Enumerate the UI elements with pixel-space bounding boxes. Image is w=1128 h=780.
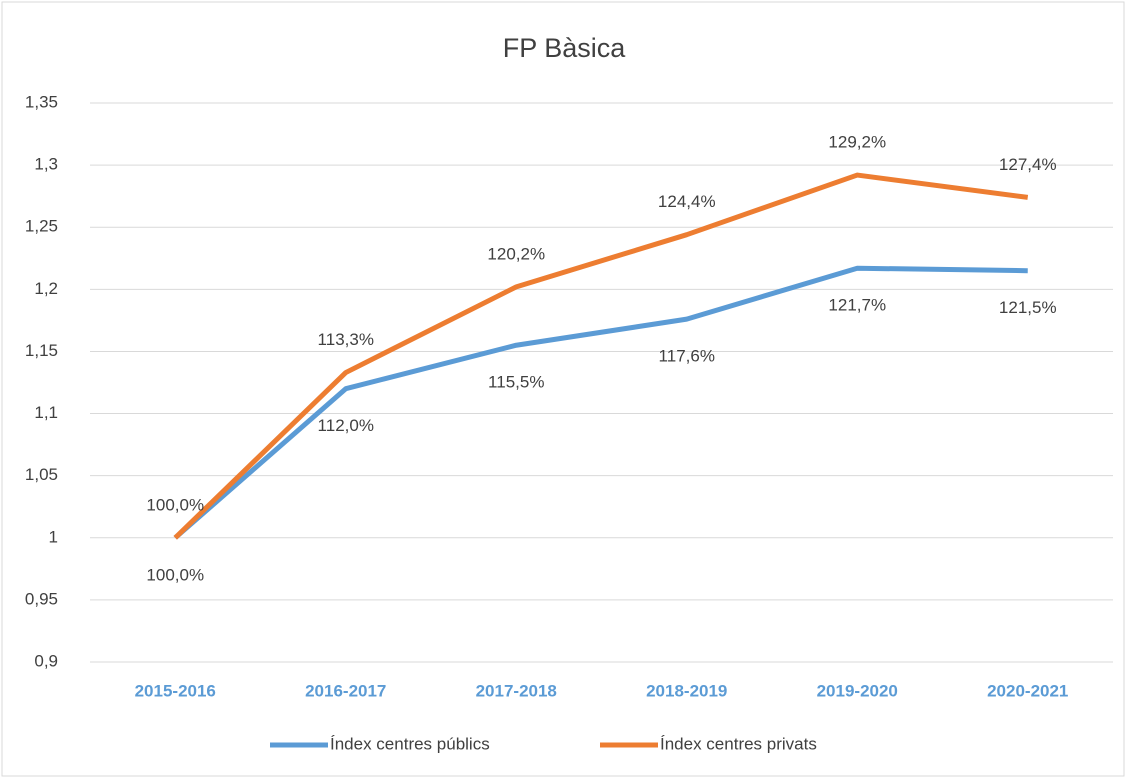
data-label: 113,3% (318, 330, 374, 349)
data-label: 129,2% (828, 133, 886, 152)
y-tick-label: 1,25 (25, 217, 58, 236)
data-label: 127,4% (999, 155, 1057, 174)
x-tick-label: 2020-2021 (987, 681, 1068, 700)
data-label: 100,0% (146, 565, 204, 584)
data-label: 121,7% (828, 296, 886, 315)
x-tick-label: 2015-2016 (135, 681, 216, 700)
data-label: 112,0% (318, 416, 374, 435)
x-tick-label: 2016-2017 (305, 681, 386, 700)
data-label: 100,0% (146, 495, 204, 514)
x-tick-label: 2017-2018 (476, 681, 557, 700)
y-tick-label: 0,9 (34, 651, 58, 670)
y-tick-label: 1,1 (34, 403, 58, 422)
data-label: 115,5% (488, 373, 544, 392)
data-label: 121,5% (999, 298, 1057, 317)
y-tick-label: 1 (49, 527, 58, 546)
y-tick-label: 1,35 (25, 92, 58, 111)
y-tick-label: 1,05 (25, 465, 58, 484)
legend-label: Índex centres privats (660, 734, 817, 753)
chart-title: FP Bàsica (503, 33, 627, 63)
data-label: 117,6% (659, 347, 715, 366)
legend-label: Índex centres públics (330, 734, 490, 753)
data-label: 120,2% (487, 244, 545, 263)
y-tick-label: 1,3 (34, 155, 58, 174)
y-tick-label: 1,15 (25, 341, 58, 360)
x-tick-label: 2019-2020 (817, 681, 898, 700)
y-tick-label: 0,95 (25, 589, 58, 608)
x-tick-label: 2018-2019 (646, 681, 727, 700)
series-line (173, 265, 1028, 540)
series-line (173, 172, 1029, 540)
y-tick-label: 1,2 (34, 279, 58, 298)
data-label: 124,4% (658, 192, 716, 211)
